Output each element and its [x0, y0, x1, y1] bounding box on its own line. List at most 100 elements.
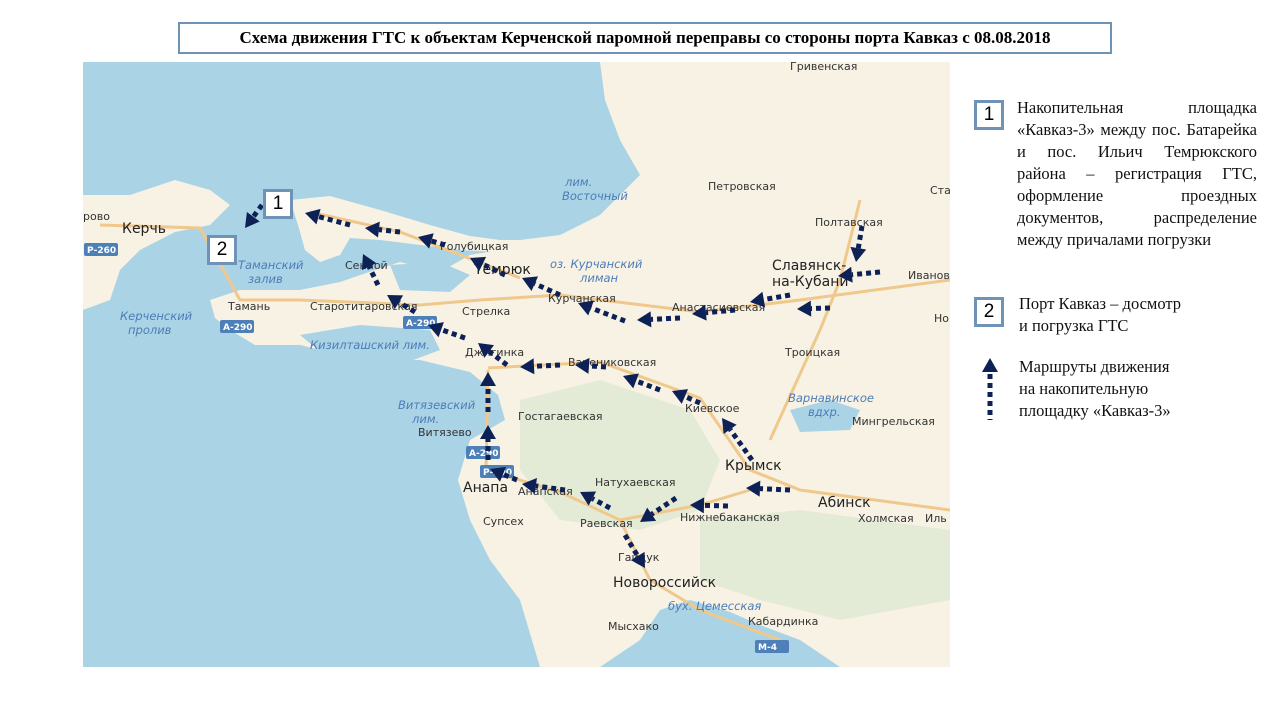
place-label: Ста — [930, 184, 950, 197]
place-label: Киевское — [685, 402, 740, 415]
svg-text:А-290: А-290 — [223, 323, 253, 333]
place-label: залив — [248, 272, 283, 286]
road — [309, 210, 521, 280]
place-label: Холмская — [858, 512, 914, 525]
place-label: Петровская — [708, 180, 776, 193]
place-label: Иль — [925, 512, 947, 525]
lagoon-temryuk — [390, 262, 470, 292]
route-arrow — [750, 291, 791, 308]
place-label: Кизилташский лим. — [310, 338, 430, 352]
place-label: Варнавинское — [788, 391, 874, 405]
route-arrow — [722, 418, 755, 462]
place-label: рово — [83, 210, 110, 223]
legend-text-1: Накопительная площадка «Кавказ-3» между … — [1017, 98, 1257, 249]
routes — [245, 203, 881, 568]
place-label: Кабардинка — [748, 615, 818, 628]
place-label: Керчь — [122, 221, 166, 237]
place-labels: Гривенская Петровская Ста Полтавская Славянс… — [83, 62, 950, 633]
place-label: Славянск- — [772, 258, 846, 274]
land-spit — [290, 196, 520, 262]
route-arrow — [490, 466, 518, 483]
place-label: Стрелка — [462, 305, 510, 318]
place-label: Иваново — [908, 269, 950, 282]
route-arrow — [478, 343, 509, 367]
route-arrow — [305, 208, 351, 228]
legend-number-2: 2 — [974, 297, 1004, 327]
place-label: Мингрельская — [852, 415, 935, 428]
route-arrow — [850, 225, 867, 262]
route-arrow — [522, 276, 562, 298]
place-label: лиман — [579, 271, 619, 285]
route-arrow — [672, 389, 701, 406]
place-label: Тамань — [227, 300, 270, 313]
legend-text-2-line1: Порт Кавказ – досмотр — [1019, 294, 1182, 313]
legend-text-2: Порт Кавказ – досмотр и погрузка ГТС — [1019, 293, 1181, 337]
route-arrow — [480, 372, 496, 412]
lake-vityaz — [395, 375, 470, 420]
place-label: вдхр. — [808, 405, 841, 419]
place-label: Варениковская — [568, 356, 656, 369]
lake-varnavino — [790, 400, 860, 432]
route-arrow — [480, 425, 496, 460]
place-label: оз. Курчанский — [550, 257, 643, 271]
road-badge: М-4 — [755, 640, 789, 653]
place-label: Восточный — [562, 189, 628, 203]
route-arrow — [623, 373, 661, 393]
place-label: Нижнебаканская — [680, 511, 779, 524]
slide-title: Схема движения ГТС к объектам Керченской… — [178, 22, 1112, 54]
legend-text-3: Маршруты движения на накопительную площа… — [1019, 356, 1171, 422]
place-label: Гостагаевская — [518, 410, 602, 423]
road-badge: А-290 — [220, 320, 254, 333]
place-label: Крымск — [725, 458, 782, 474]
place-label: Раевская — [580, 517, 633, 530]
svg-text:А-290: А-290 — [406, 319, 436, 329]
place-label: Витязево — [418, 426, 472, 439]
place-label: Таманский — [238, 258, 304, 272]
place-label: Новороссийск — [613, 575, 716, 591]
legend-text-3-line2: на накопительную — [1019, 379, 1149, 398]
route-arrow — [797, 300, 831, 317]
route-arrow — [640, 495, 678, 522]
place-label: Курчанская — [548, 292, 616, 305]
route-arrow — [580, 491, 612, 511]
route-arrow — [692, 304, 736, 321]
route-arrow — [637, 311, 681, 328]
route-arrow — [746, 480, 791, 497]
place-label: Керченский — [120, 309, 193, 323]
place-label: Но — [934, 312, 949, 325]
legend-text-3-line1: Маршруты движения — [1019, 357, 1170, 376]
place-label: Супсех — [483, 515, 524, 528]
place-label: Натухаевская — [595, 476, 675, 489]
place-label: Витязевский — [398, 398, 476, 412]
hills — [520, 380, 720, 530]
place-label: на-Кубани — [772, 274, 848, 290]
dotted-arrow-up-icon — [982, 358, 998, 420]
route-arrow — [470, 256, 507, 278]
place-label: Мысхако — [608, 620, 659, 633]
route-arrow — [522, 478, 566, 494]
marker-1[interactable]: 1 — [263, 189, 293, 219]
route-arrow — [418, 233, 446, 249]
road-badge: А-290 — [403, 316, 437, 329]
route-arrow — [361, 254, 381, 287]
place-label: Анапа — [463, 480, 508, 496]
route-arrow — [838, 266, 881, 283]
marker-2[interactable]: 2 — [207, 235, 237, 265]
route-map: Гривенская Петровская Ста Полтавская Славянс… — [83, 62, 950, 667]
place-label: Троицкая — [784, 346, 840, 359]
route-arrow — [520, 358, 561, 375]
land-areas — [83, 62, 950, 667]
svg-text:М-4: М-4 — [758, 643, 777, 653]
place-label: Анастасиевская — [672, 301, 765, 314]
place-label: лим. — [564, 175, 592, 189]
route-arrow — [575, 357, 607, 374]
hills-south — [700, 510, 950, 620]
place-label: Голубицкая — [440, 240, 508, 253]
route-arrow — [245, 203, 265, 228]
place-label: лим. — [411, 412, 439, 426]
route-arrow — [690, 497, 729, 514]
legend-text-3-line3: площадку «Кавказ-3» — [1019, 401, 1171, 420]
place-label: бух. Цемесская — [668, 599, 761, 613]
route-arrow — [428, 322, 466, 341]
road — [768, 199, 862, 441]
